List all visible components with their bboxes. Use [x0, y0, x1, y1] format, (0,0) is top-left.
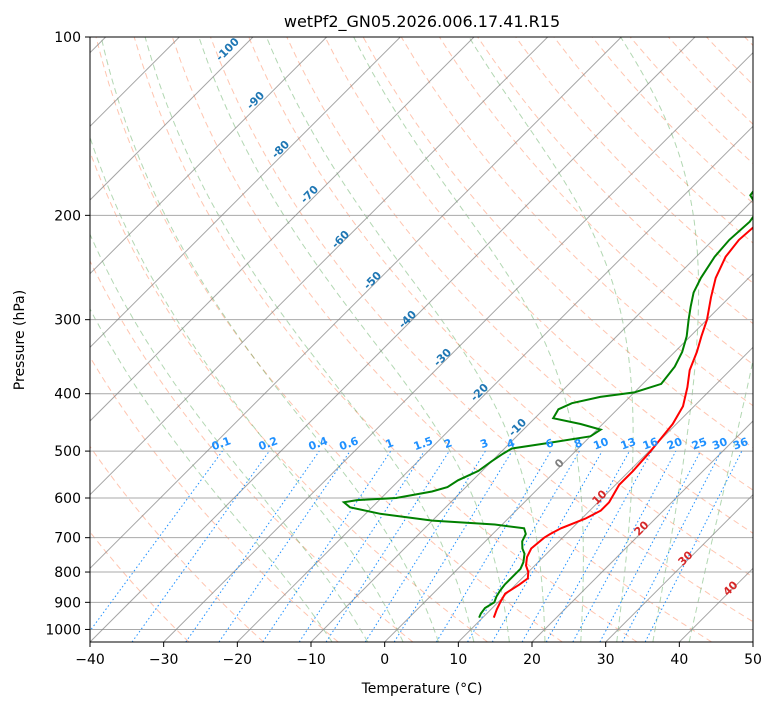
y-tick-label: 700 [54, 531, 81, 547]
x-tick-label: −10 [296, 652, 326, 668]
y-tick-label: 100 [54, 30, 81, 46]
x-tick-label: 20 [523, 652, 541, 668]
x-tick-label: −30 [149, 652, 179, 668]
y-tick-label: 1000 [45, 622, 81, 638]
y-tick-label: 600 [54, 491, 81, 507]
y-tick-label: 200 [54, 208, 81, 224]
y-tick-label: 900 [54, 595, 81, 611]
y-tick-label: 300 [54, 313, 81, 329]
x-tick-label: 40 [670, 652, 688, 668]
y-axis-title: Pressure (hPa) [12, 290, 28, 390]
y-tick-label: 500 [54, 444, 81, 460]
x-tick-label: 0 [380, 652, 389, 668]
y-tick-label: 800 [54, 565, 81, 581]
y-tick-label: 400 [54, 387, 81, 403]
chart-title: wetPf2_GN05.2026.006.17.41.R15 [284, 12, 560, 32]
x-tick-label: −20 [223, 652, 253, 668]
x-tick-label: 50 [744, 652, 762, 668]
x-tick-label: −40 [75, 652, 105, 668]
x-axis-title: Temperature (°C) [361, 681, 483, 697]
x-tick-label: 30 [597, 652, 615, 668]
x-tick-label: 10 [449, 652, 467, 668]
